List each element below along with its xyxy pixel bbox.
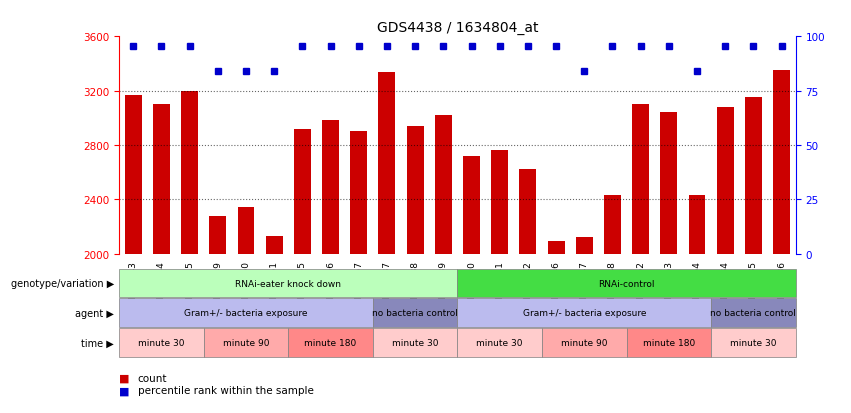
Text: Gram+/- bacteria exposure: Gram+/- bacteria exposure [185, 309, 308, 318]
Bar [351, 132, 368, 254]
Text: RNAi-control: RNAi-control [598, 279, 654, 288]
Bar [688, 196, 705, 254]
Bar [119, 269, 458, 298]
Bar [237, 208, 254, 254]
Text: count: count [138, 373, 168, 383]
Bar [711, 299, 796, 328]
Bar [181, 91, 198, 254]
Bar [491, 151, 508, 254]
Text: no bacteria control: no bacteria control [711, 309, 797, 318]
Bar [379, 72, 396, 254]
Bar [209, 216, 226, 254]
Bar [119, 328, 203, 357]
Text: minute 30: minute 30 [138, 338, 185, 347]
Bar [626, 328, 711, 357]
Bar [463, 157, 480, 254]
Bar [119, 299, 373, 328]
Text: minute 30: minute 30 [730, 338, 777, 347]
Text: time ▶: time ▶ [82, 338, 114, 348]
Bar [458, 328, 542, 357]
Text: agent ▶: agent ▶ [75, 308, 114, 318]
Bar [717, 108, 734, 254]
Bar [294, 129, 311, 254]
Bar [407, 127, 424, 254]
Bar [435, 116, 452, 254]
Text: minute 180: minute 180 [643, 338, 695, 347]
Bar [458, 299, 711, 328]
Text: no bacteria control: no bacteria control [372, 309, 458, 318]
Text: ■: ■ [119, 385, 129, 395]
Bar [266, 236, 283, 254]
Bar [519, 170, 536, 254]
Text: Gram+/- bacteria exposure: Gram+/- bacteria exposure [523, 309, 646, 318]
Bar [203, 328, 288, 357]
Bar [323, 121, 339, 254]
Bar [745, 98, 762, 254]
Text: minute 90: minute 90 [223, 338, 269, 347]
Text: minute 90: minute 90 [561, 338, 608, 347]
Text: RNAi-eater knock down: RNAi-eater knock down [235, 279, 341, 288]
Title: GDS4438 / 1634804_at: GDS4438 / 1634804_at [377, 21, 538, 35]
Bar [542, 328, 626, 357]
Bar [660, 113, 677, 254]
Text: minute 30: minute 30 [477, 338, 523, 347]
Text: ■: ■ [119, 373, 129, 383]
Bar [373, 328, 458, 357]
Bar [632, 105, 649, 254]
Text: genotype/variation ▶: genotype/variation ▶ [11, 278, 114, 288]
Text: minute 30: minute 30 [391, 338, 438, 347]
Bar [373, 299, 458, 328]
Bar [604, 196, 621, 254]
Bar [458, 269, 796, 298]
Text: percentile rank within the sample: percentile rank within the sample [138, 385, 314, 395]
Bar [548, 242, 564, 254]
Bar [153, 105, 170, 254]
Bar [711, 328, 796, 357]
Bar [288, 328, 373, 357]
Bar [774, 71, 790, 254]
Bar [576, 238, 592, 254]
Bar [125, 95, 141, 254]
Text: minute 180: minute 180 [305, 338, 357, 347]
